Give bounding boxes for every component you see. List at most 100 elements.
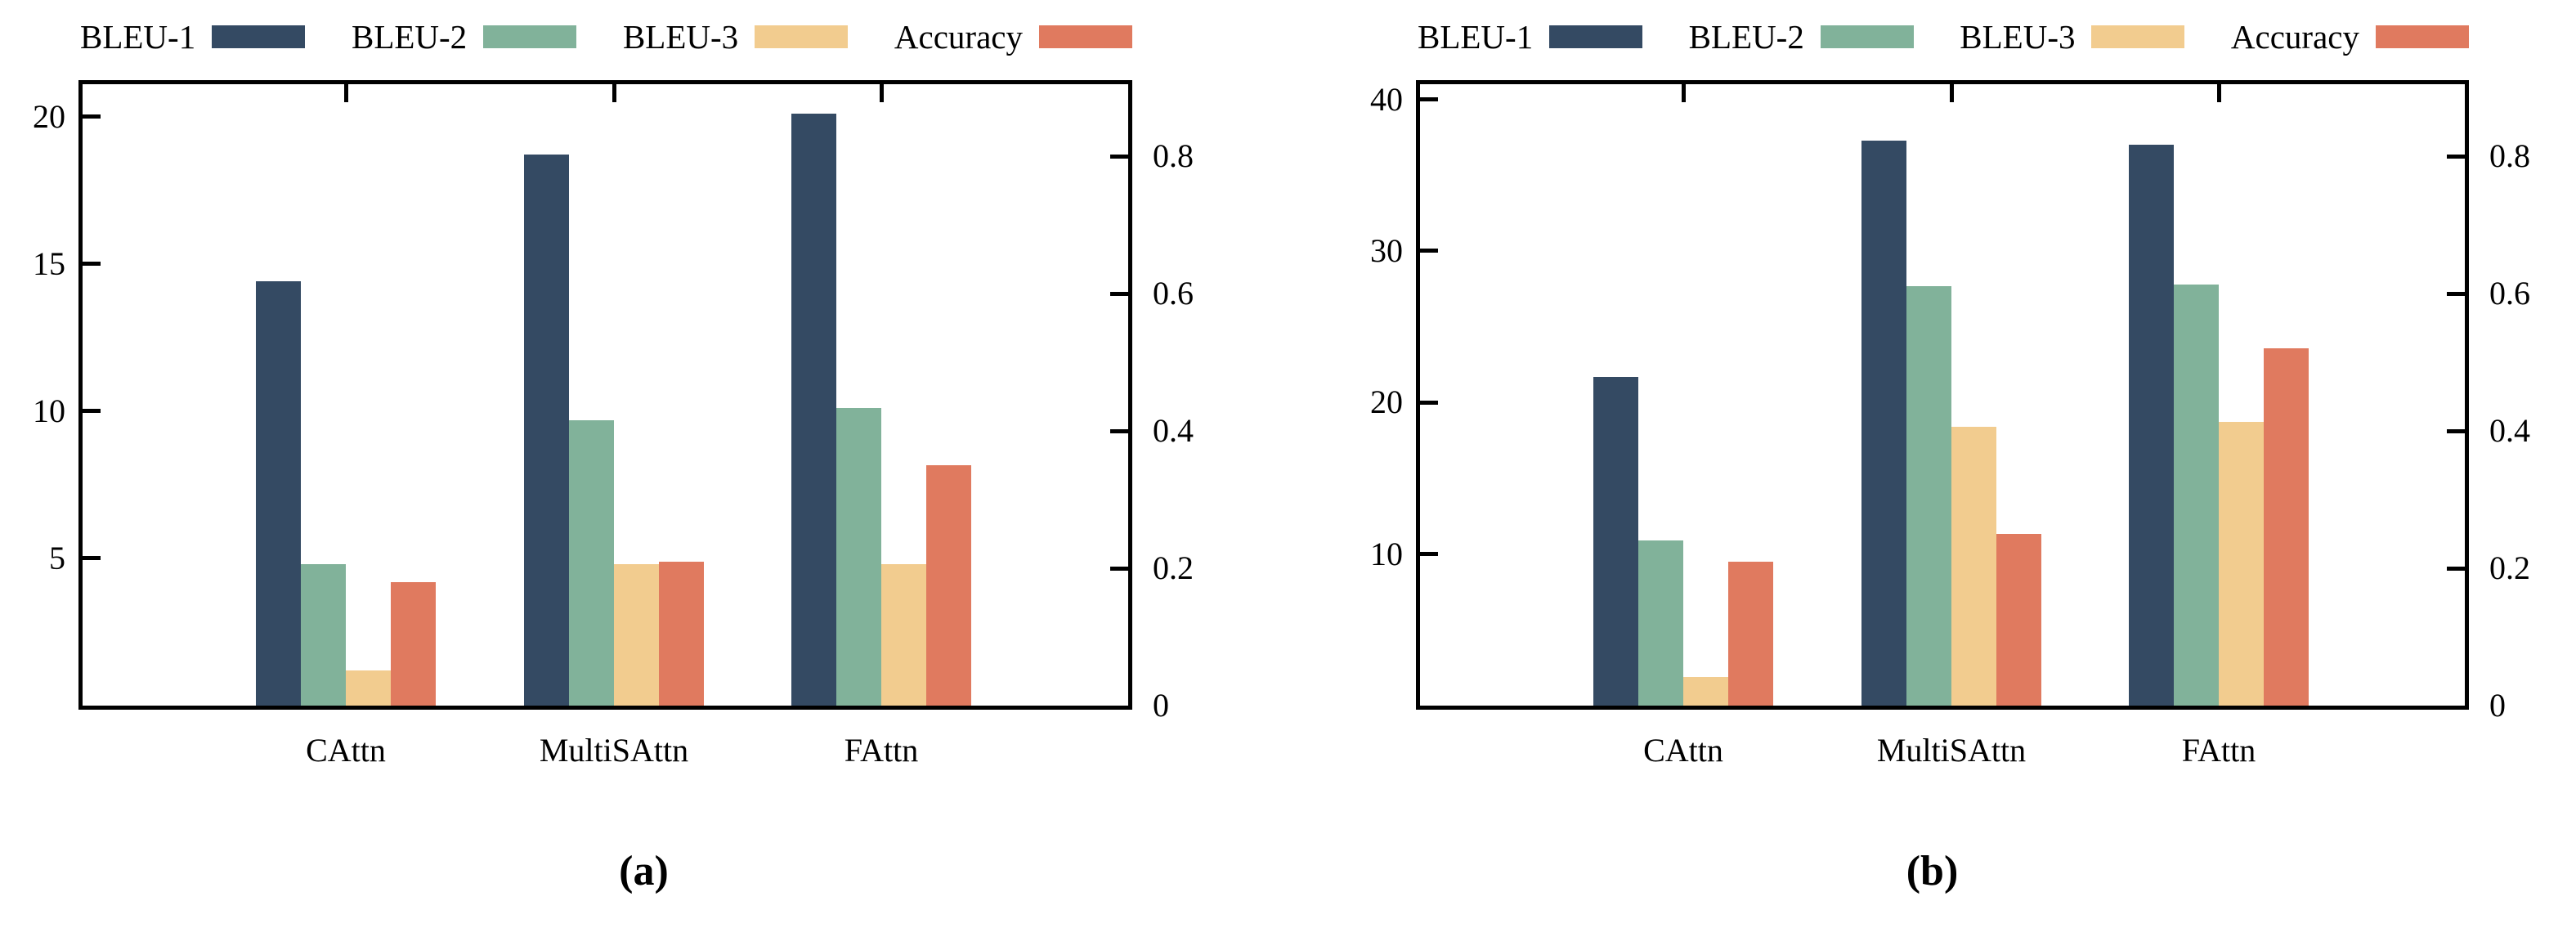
top-axis-tick [1681, 84, 1686, 102]
top-axis-tick [2216, 84, 2221, 102]
bar-bleu-2-fattn [2174, 285, 2219, 706]
chart-panel-b: BLEU-1 BLEU-2 BLEU-3 Accuracy 10 20 30 40 0 0.2 0… [1370, 0, 2530, 928]
bar-bleu-2-cattn [301, 564, 346, 706]
legend-label: BLEU-2 [351, 17, 468, 56]
bar-bleu-3-cattn [1683, 677, 1728, 706]
bar-bleu-2-fattn [836, 408, 881, 706]
legend-label: BLEU-1 [1418, 17, 1534, 56]
bar-bleu-1-fattn [2129, 145, 2174, 706]
bar-bleu-3-multisattn [614, 564, 659, 706]
top-axis-tick [612, 84, 616, 102]
legend: BLEU-1 BLEU-2 BLEU-3 Accuracy [80, 13, 1132, 61]
bar-bleu-1-cattn [1593, 377, 1638, 706]
legend-item-bleu-1: BLEU-1 [1418, 17, 1643, 56]
left-axis-tick [83, 409, 101, 414]
legend-swatch-accuracy-icon [2375, 25, 2469, 48]
plot-area: 5 10 15 20 0 0.2 0.4 0.6 0.8 [33, 80, 1194, 722]
legend-swatch-bleu-3-icon [755, 25, 849, 48]
left-axis-tick-label: 20 [33, 97, 65, 135]
bar-bleu-2-cattn [1638, 540, 1683, 706]
right-axis-tick [2447, 291, 2465, 296]
bar-bleu-3-multisattn [1951, 427, 1996, 706]
left-axis-tick-label: 20 [1370, 383, 1403, 421]
legend-label: Accuracy [894, 17, 1023, 56]
left-axis-tick-label: 15 [33, 244, 65, 282]
left-axis-tick [83, 262, 101, 267]
bar-bleu-3-fattn [881, 564, 926, 706]
bar-bleu-1-multisattn [1861, 141, 1906, 706]
right-axis-tick-label: 0.2 [1153, 549, 1194, 587]
bar-accuracy-fattn [2264, 348, 2309, 706]
left-axis-tick [83, 556, 101, 561]
bar-bleu-2-multisattn [569, 420, 614, 706]
right-axis-tick-label: 0.8 [2489, 137, 2530, 175]
bar-accuracy-fattn [926, 465, 971, 706]
left-axis-tick [83, 114, 101, 119]
left-axis-tick-label: 5 [49, 539, 65, 576]
legend-item-accuracy: Accuracy [894, 20, 1132, 54]
right-axis-tick [2447, 566, 2465, 571]
right-axis-tick-label: 0.4 [1153, 412, 1194, 450]
right-axis-tick [1110, 566, 1128, 571]
legend-swatch-bleu-1-icon [1549, 25, 1643, 48]
legend-label: BLEU-3 [1960, 17, 2076, 56]
x-tick-label-multisattn: MultiSAttn [539, 732, 689, 769]
legend-swatch-accuracy-icon [1038, 25, 1132, 48]
x-tick-label-cattn: CAttn [1643, 732, 1723, 769]
right-axis-tick-label: 0.4 [2489, 412, 2530, 450]
legend-swatch-bleu-2-icon [483, 25, 577, 48]
x-tick-label-fattn: FAttn [844, 732, 919, 769]
caption-a: (a) [619, 848, 669, 894]
legend-label: BLEU-1 [80, 17, 196, 56]
right-axis-tick [2447, 428, 2465, 433]
legend-item-bleu-3: BLEU-3 [622, 17, 849, 56]
left-axis-tick-label: 10 [33, 392, 65, 429]
legend-item-accuracy: Accuracy [2231, 20, 2469, 54]
left-axis-tick [1420, 400, 1438, 405]
bar-accuracy-cattn [1728, 562, 1773, 706]
legend-swatch-bleu-2-icon [1820, 25, 1914, 48]
x-tick-label-multisattn: MultiSAttn [1876, 732, 2027, 769]
right-axis-tick [2447, 154, 2465, 159]
right-axis-tick-label: 0.6 [2489, 275, 2530, 312]
right-axis-tick-label: 0.2 [2489, 549, 2530, 587]
top-axis-tick [879, 84, 884, 102]
legend-label: BLEU-3 [622, 17, 739, 56]
right-axis-tick [1110, 154, 1128, 159]
bar-bleu-3-cattn [346, 670, 391, 706]
legend-item-bleu-3: BLEU-3 [1960, 17, 2185, 56]
left-axis-tick [1420, 97, 1438, 102]
bar-bleu-1-fattn [791, 114, 836, 706]
legend-swatch-bleu-3-icon [2091, 25, 2185, 48]
legend-label: Accuracy [2230, 17, 2359, 56]
legend-swatch-bleu-1-icon [212, 25, 306, 48]
bar-bleu-2-multisattn [1906, 286, 1951, 706]
right-axis-tick [1110, 291, 1128, 296]
legend-item-bleu-1: BLEU-1 [80, 17, 306, 56]
right-axis-tick [1110, 428, 1128, 433]
left-axis-tick [1420, 552, 1438, 557]
bar-bleu-1-cattn [256, 281, 301, 706]
bar-bleu-1-multisattn [524, 155, 569, 706]
bar-accuracy-cattn [391, 582, 436, 706]
legend: BLEU-1 BLEU-2 BLEU-3 Accuracy [1418, 13, 2469, 61]
legend-item-bleu-2: BLEU-2 [1689, 20, 1914, 54]
bar-accuracy-multisattn [1996, 534, 2041, 706]
caption-b: (b) [1906, 848, 1959, 894]
bar-bleu-3-fattn [2219, 422, 2264, 706]
x-tick-label-cattn: CAttn [306, 732, 386, 769]
right-axis-tick-label: 0 [1153, 687, 1169, 724]
right-axis-tick-label: 0.6 [1153, 275, 1194, 312]
legend-item-bleu-2: BLEU-2 [351, 17, 577, 56]
top-axis-tick [343, 84, 348, 102]
right-axis-tick-label: 0 [2489, 687, 2506, 724]
plot-area: 10 20 30 40 0 0.2 0.4 0.6 0.8 [1370, 80, 2530, 722]
chart-panel-a: BLEU-1 BLEU-2 BLEU-3 Accuracy 5 10 15 20 0 0.2 0.… [33, 0, 1194, 928]
right-axis-tick-label: 0.8 [1153, 137, 1194, 175]
left-axis-tick-label: 10 [1370, 535, 1403, 572]
left-axis-tick [1420, 249, 1438, 253]
left-axis-tick-label: 40 [1370, 80, 1403, 118]
bar-accuracy-multisattn [659, 562, 704, 706]
x-tick-label-fattn: FAttn [2181, 732, 2256, 769]
top-axis-tick [1949, 84, 1954, 102]
